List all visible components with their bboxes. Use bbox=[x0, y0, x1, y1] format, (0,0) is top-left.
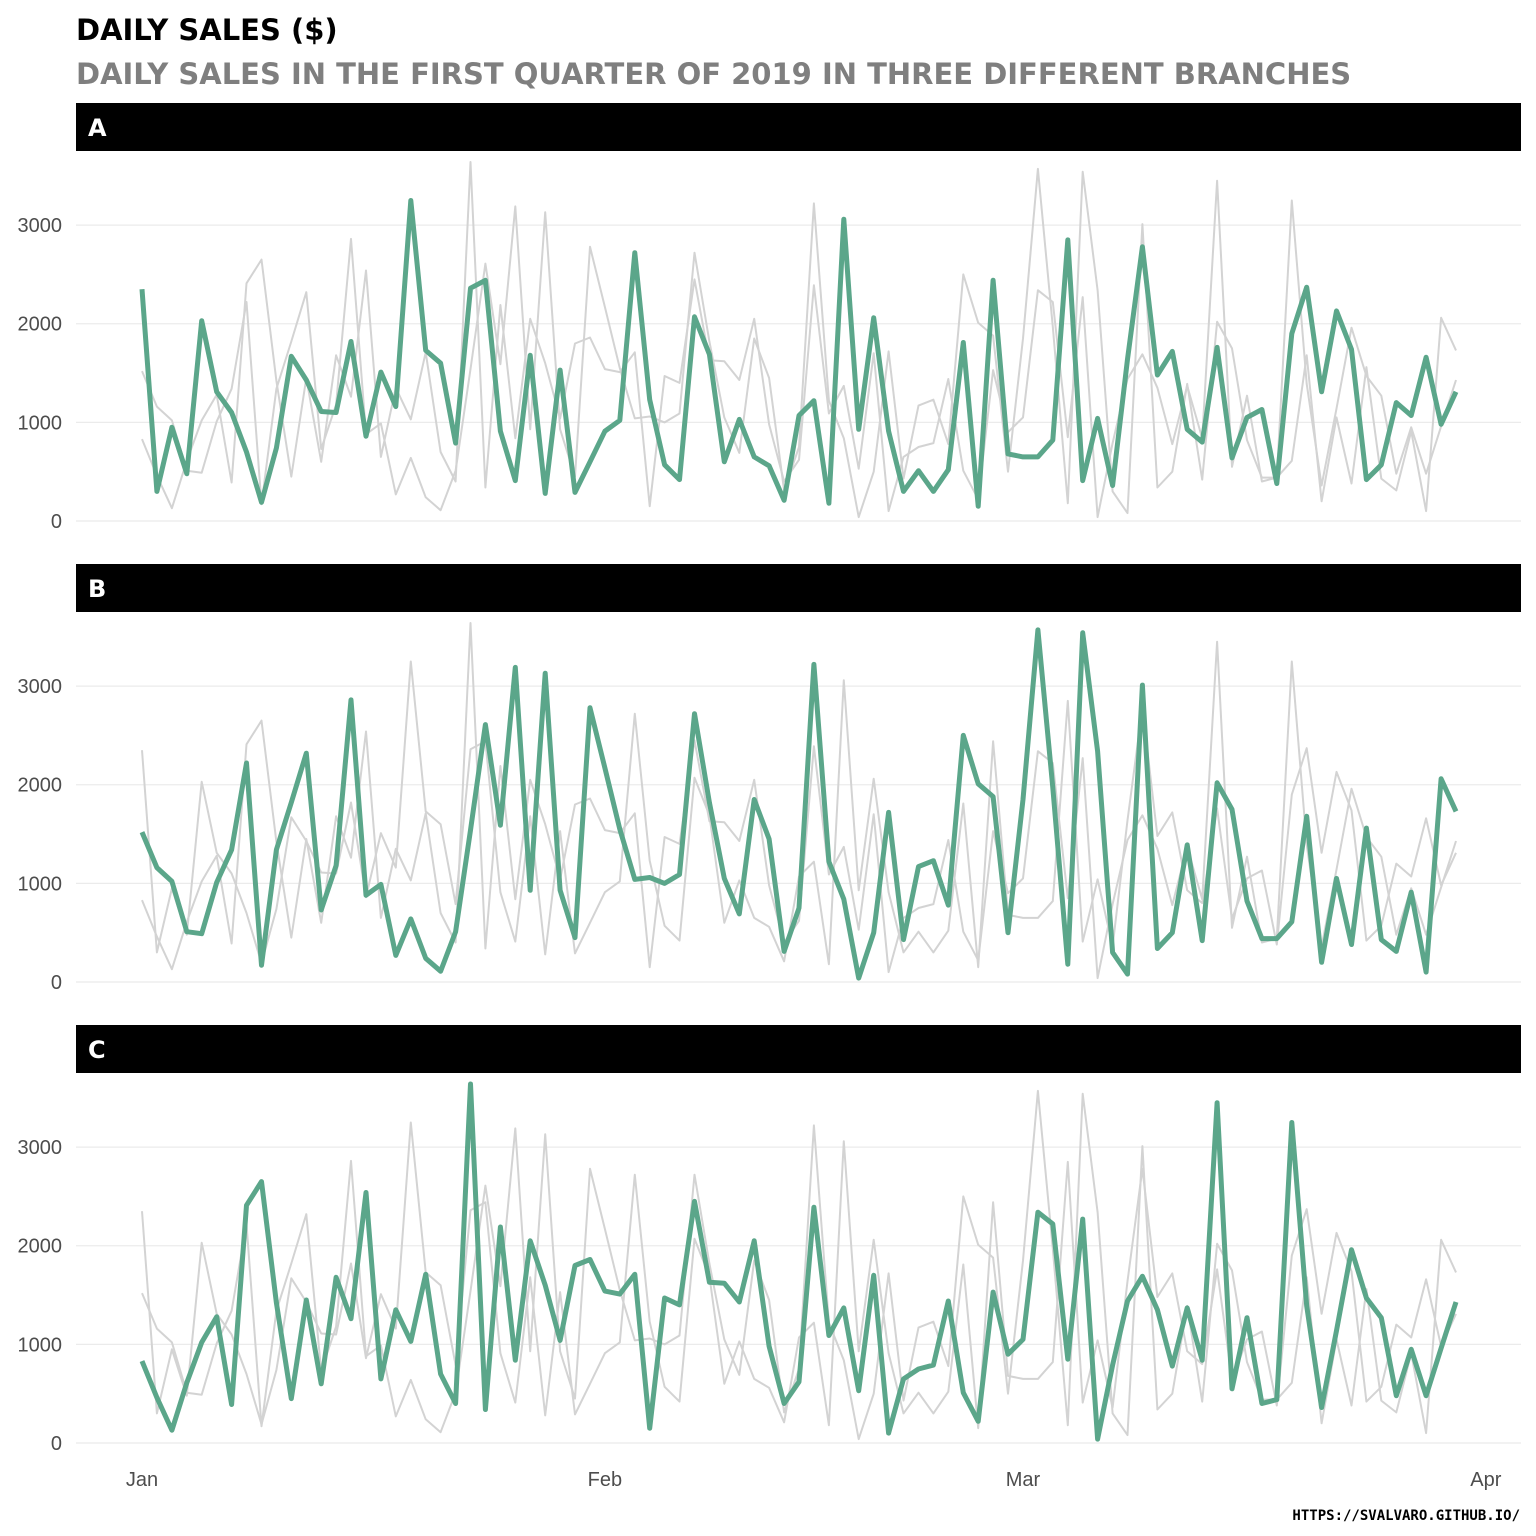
y-tick-label: 2000 bbox=[18, 314, 63, 336]
y-tick-label: 1000 bbox=[18, 412, 63, 434]
chart-title: DAILY SALES ($) bbox=[76, 13, 338, 47]
facet-panel-a: A 0 1000 2000 3000 bbox=[18, 103, 1521, 533]
series-line-c-background bbox=[141, 622, 1457, 980]
y-tick-label: 0 bbox=[51, 972, 62, 994]
facet-strip bbox=[76, 103, 1521, 151]
series-line-a-highlight bbox=[139, 198, 1459, 509]
series-line-c-highlight bbox=[139, 1081, 1459, 1442]
x-tick-label: Jan bbox=[126, 1469, 158, 1491]
facet-strip bbox=[76, 564, 1521, 612]
x-tick-label: Apr bbox=[1470, 1469, 1501, 1491]
chart-caption: HTTPS://SVALVARO.GITHUB.IO/ bbox=[1292, 1508, 1520, 1524]
y-tick-label: 1000 bbox=[18, 873, 63, 895]
x-tick-label: Feb bbox=[588, 1469, 622, 1491]
facet-panel-b: B 0 1000 2000 3000 bbox=[18, 564, 1521, 994]
y-tick-label: 3000 bbox=[18, 1137, 63, 1159]
series-line-b-highlight bbox=[139, 627, 1459, 981]
facet-strip-label: B bbox=[88, 575, 106, 603]
series-line-c-background bbox=[141, 161, 1457, 519]
y-tick-label: 0 bbox=[51, 1433, 62, 1455]
chart-subtitle: DAILY SALES IN THE FIRST QUARTER OF 2019… bbox=[76, 57, 1351, 91]
facet-strip-label: C bbox=[88, 1036, 106, 1064]
y-tick-label: 3000 bbox=[18, 676, 63, 698]
facet-panels: A 0 1000 2000 3000 B 0 1000 2000 3000 C 0 1000 2000 30… bbox=[18, 103, 1521, 1455]
x-axis: Jan Feb Mar Apr bbox=[126, 1469, 1502, 1491]
y-tick-label: 1000 bbox=[18, 1334, 63, 1356]
facet-panel-c: C 0 1000 2000 3000 bbox=[18, 1025, 1521, 1455]
facet-strip-label: A bbox=[88, 114, 107, 142]
y-tick-label: 2000 bbox=[18, 1236, 63, 1258]
y-tick-label: 2000 bbox=[18, 775, 63, 797]
facet-strip bbox=[76, 1025, 1521, 1073]
y-tick-label: 0 bbox=[51, 511, 62, 533]
x-tick-label: Mar bbox=[1006, 1469, 1041, 1491]
y-tick-label: 3000 bbox=[18, 215, 63, 237]
series-line-b-background bbox=[141, 167, 1457, 519]
